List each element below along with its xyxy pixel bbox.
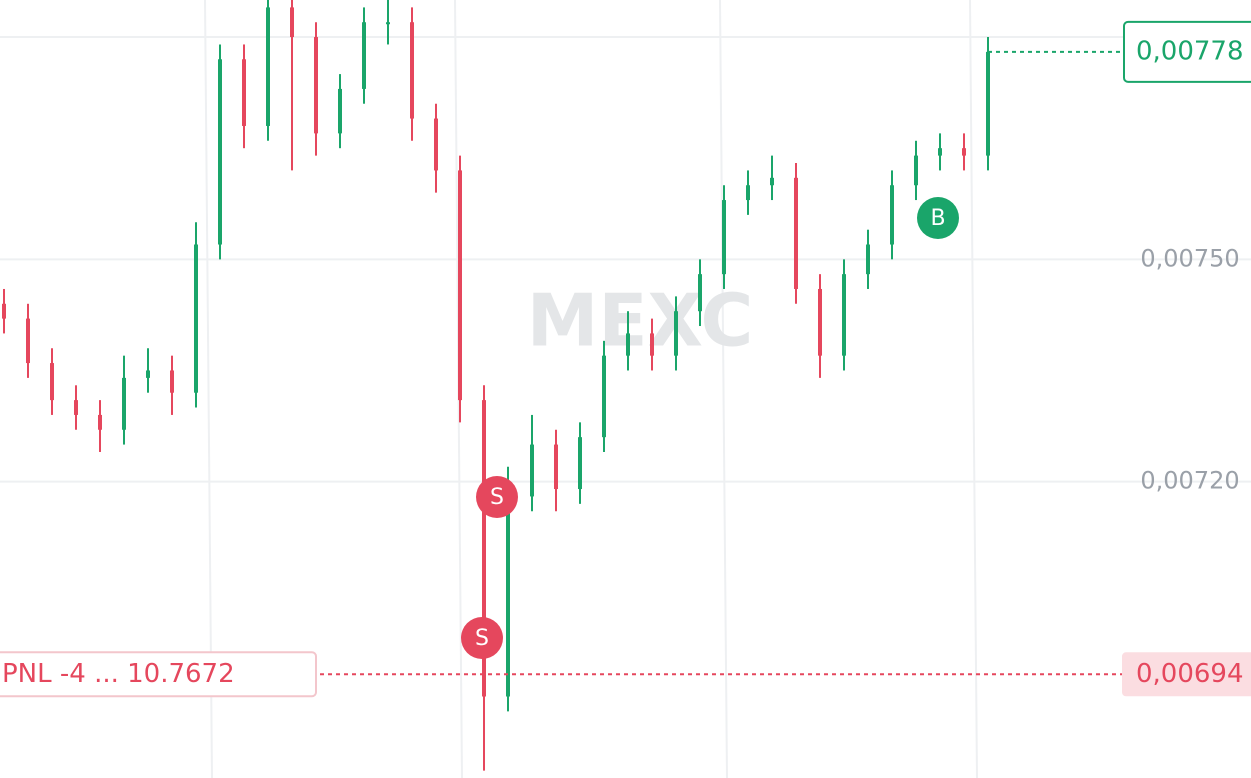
candle-body	[506, 496, 510, 697]
candle-body	[530, 444, 534, 497]
trade-marker-label: S	[475, 626, 489, 651]
candle-body	[746, 185, 750, 201]
candle-body	[794, 177, 798, 289]
candle-body	[938, 148, 942, 156]
price-box	[1123, 20, 1251, 83]
candle-body	[50, 363, 54, 401]
watermark: MEXC	[527, 279, 754, 363]
candle-body	[434, 118, 438, 171]
candle-body	[602, 355, 606, 438]
candle-body	[458, 170, 462, 401]
position-label: PNL -4 ... 10.7672	[2, 659, 235, 689]
y-tick-label: 0,00720	[1140, 467, 1239, 495]
candle-body	[962, 148, 966, 156]
candle-body	[482, 400, 486, 697]
candle-body	[986, 51, 990, 156]
candle-body	[578, 437, 582, 490]
y-tick-label: 0,00750	[1140, 244, 1239, 272]
trade-marker-label: B	[930, 206, 945, 231]
price-box	[1122, 652, 1251, 697]
position-box	[0, 651, 317, 698]
candle-body	[818, 288, 822, 356]
price-label: 0,00778	[1136, 36, 1244, 66]
trade-marker-label: S	[490, 485, 504, 510]
candle-body	[674, 311, 678, 356]
candle-body	[26, 318, 30, 364]
trade-marker	[917, 197, 959, 239]
vertical-grid	[204, 0, 978, 778]
candle-body	[362, 22, 366, 89]
candle-body	[866, 244, 870, 275]
candle-body	[554, 444, 558, 490]
candle-body	[74, 400, 78, 415]
candle-body	[290, 7, 294, 38]
candle-body	[170, 370, 174, 393]
candle-body	[146, 370, 150, 378]
candle-body	[722, 200, 726, 275]
trade-marker	[476, 476, 518, 518]
candle-body	[386, 22, 390, 25]
candle-body	[410, 22, 414, 119]
candle-body	[314, 37, 318, 134]
price-label: 0,00694	[1136, 659, 1244, 689]
candle-body	[98, 414, 102, 430]
candle-body	[914, 155, 918, 186]
candle-body	[266, 7, 270, 126]
candle-body	[626, 333, 630, 356]
candle-body	[698, 274, 702, 312]
trade-marker	[461, 617, 503, 659]
candle-body	[242, 59, 246, 126]
candle-body	[770, 177, 774, 186]
candle-body	[890, 185, 894, 245]
candle-body	[194, 244, 198, 393]
candle-body	[218, 59, 222, 245]
candle-body	[2, 303, 6, 319]
candle-body	[122, 377, 126, 430]
candle-body	[338, 88, 342, 134]
candle-body	[842, 274, 846, 356]
candle-body	[650, 333, 654, 356]
